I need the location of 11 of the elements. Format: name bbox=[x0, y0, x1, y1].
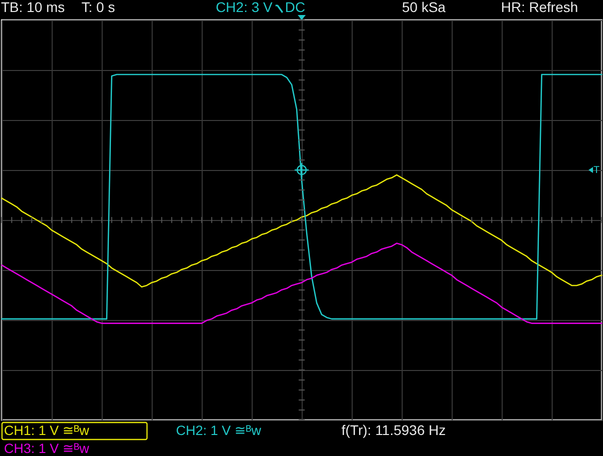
text: T: 0 s bbox=[82, 0, 115, 15]
annotation: T bbox=[594, 165, 600, 176]
text: CH3: 1 V ≅ᴮw bbox=[4, 441, 90, 456]
text: CH1: 1 V ≅ᴮw bbox=[4, 423, 90, 438]
text: CH2: 3 V bbox=[216, 0, 274, 15]
text: CH2: 1 V ≅ᴮw bbox=[176, 423, 262, 438]
text: TB: 10 ms bbox=[1, 0, 65, 15]
text: HR: Refresh bbox=[501, 0, 578, 15]
text: 50 kSa bbox=[402, 0, 446, 15]
text: f(Tr): 11.5936 Hz bbox=[342, 422, 446, 438]
text: DC bbox=[285, 0, 306, 15]
